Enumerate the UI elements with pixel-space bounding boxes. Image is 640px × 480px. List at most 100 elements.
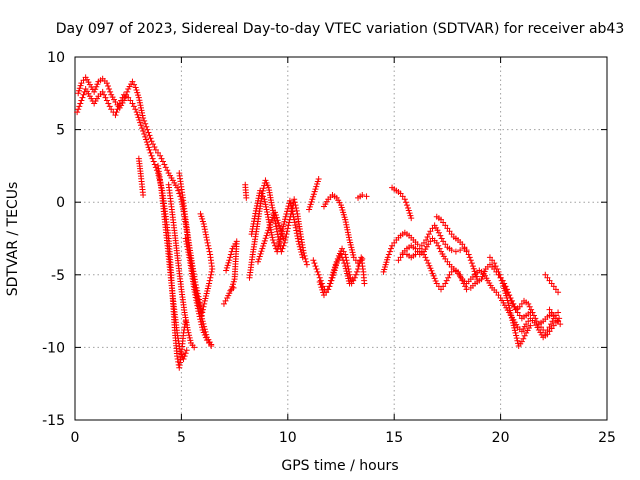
data-point bbox=[199, 215, 206, 222]
data-point bbox=[289, 211, 296, 218]
data-point bbox=[142, 133, 149, 140]
data-point bbox=[513, 335, 520, 342]
data-point bbox=[290, 213, 297, 220]
data-point bbox=[264, 229, 271, 236]
data-point bbox=[510, 300, 517, 307]
data-point bbox=[436, 245, 443, 252]
data-point bbox=[511, 303, 518, 310]
data-point bbox=[325, 286, 332, 293]
data-point bbox=[142, 120, 149, 127]
grid bbox=[75, 57, 607, 420]
data-point bbox=[263, 232, 270, 239]
data-point bbox=[313, 265, 320, 272]
data-point bbox=[139, 112, 146, 119]
data-point bbox=[293, 227, 300, 234]
data-point bbox=[93, 83, 100, 90]
data-point bbox=[259, 193, 266, 200]
data-point bbox=[268, 202, 275, 209]
data-point bbox=[342, 216, 349, 223]
data-point bbox=[201, 223, 208, 230]
data-point bbox=[291, 216, 298, 223]
data-point bbox=[139, 125, 146, 132]
data-point bbox=[463, 286, 470, 293]
x-axis-label: GPS time / hours bbox=[281, 458, 398, 474]
data-point bbox=[279, 232, 286, 239]
data-point bbox=[102, 94, 109, 101]
data-point bbox=[315, 175, 322, 182]
data-point bbox=[272, 209, 279, 216]
data-point bbox=[194, 290, 201, 297]
data-point bbox=[148, 152, 155, 159]
data-point bbox=[203, 236, 210, 243]
data-point bbox=[223, 264, 230, 271]
data-point bbox=[469, 263, 476, 270]
data-point bbox=[281, 239, 288, 246]
data-point bbox=[547, 321, 554, 328]
data-point bbox=[220, 300, 227, 307]
data-point bbox=[258, 248, 265, 255]
data-point bbox=[494, 265, 501, 272]
data-point bbox=[310, 191, 317, 198]
data-point bbox=[339, 254, 346, 261]
data-point bbox=[182, 350, 189, 357]
data-point bbox=[112, 112, 119, 119]
data-point bbox=[99, 88, 106, 95]
data-point bbox=[503, 286, 510, 293]
data-point bbox=[194, 302, 201, 309]
data-point bbox=[309, 196, 316, 203]
data-point bbox=[359, 255, 366, 262]
data-point bbox=[457, 247, 464, 254]
data-point bbox=[149, 155, 156, 162]
data-point bbox=[118, 97, 125, 104]
data-point bbox=[151, 144, 158, 151]
data-point bbox=[115, 103, 122, 110]
data-point bbox=[319, 286, 326, 293]
data-point bbox=[256, 253, 263, 260]
data-point bbox=[252, 207, 259, 214]
data-point bbox=[174, 356, 181, 363]
data-point bbox=[442, 280, 449, 287]
data-point bbox=[459, 277, 466, 284]
data-point bbox=[204, 239, 211, 246]
data-point bbox=[361, 280, 368, 287]
data-point bbox=[227, 254, 234, 261]
data-point bbox=[428, 267, 435, 274]
data-point bbox=[164, 167, 171, 174]
data-point bbox=[199, 324, 206, 331]
data-point bbox=[176, 190, 183, 197]
data-point bbox=[521, 332, 528, 339]
data-point bbox=[208, 268, 215, 275]
data-point bbox=[293, 207, 300, 214]
data-point bbox=[151, 161, 158, 168]
data-point bbox=[270, 239, 277, 246]
data-point bbox=[384, 254, 391, 261]
data-point bbox=[227, 251, 234, 258]
data-point bbox=[141, 130, 148, 137]
data-point bbox=[262, 203, 269, 210]
data-point bbox=[491, 260, 498, 267]
data-point bbox=[199, 309, 206, 316]
data-point bbox=[184, 246, 191, 253]
data-point bbox=[284, 225, 291, 232]
data-point bbox=[259, 245, 266, 252]
data-point bbox=[114, 106, 121, 113]
data-point bbox=[116, 100, 123, 107]
data-point bbox=[298, 249, 305, 256]
data-point bbox=[302, 255, 309, 262]
data-point bbox=[231, 276, 238, 283]
data-point bbox=[184, 326, 191, 333]
data-point bbox=[306, 203, 313, 210]
data-point bbox=[425, 231, 432, 238]
ticks: 0 5 10 15 20 25 -15 -10 -5 0 5 10 bbox=[42, 50, 616, 446]
data-point bbox=[269, 234, 276, 241]
data-point bbox=[345, 234, 352, 241]
data-point bbox=[526, 303, 533, 310]
data-point bbox=[101, 91, 108, 98]
data-point bbox=[140, 191, 147, 198]
data-point bbox=[199, 218, 206, 225]
data-point bbox=[269, 204, 276, 211]
data-point bbox=[150, 141, 157, 148]
data-point bbox=[298, 251, 305, 258]
data-point bbox=[272, 242, 279, 249]
